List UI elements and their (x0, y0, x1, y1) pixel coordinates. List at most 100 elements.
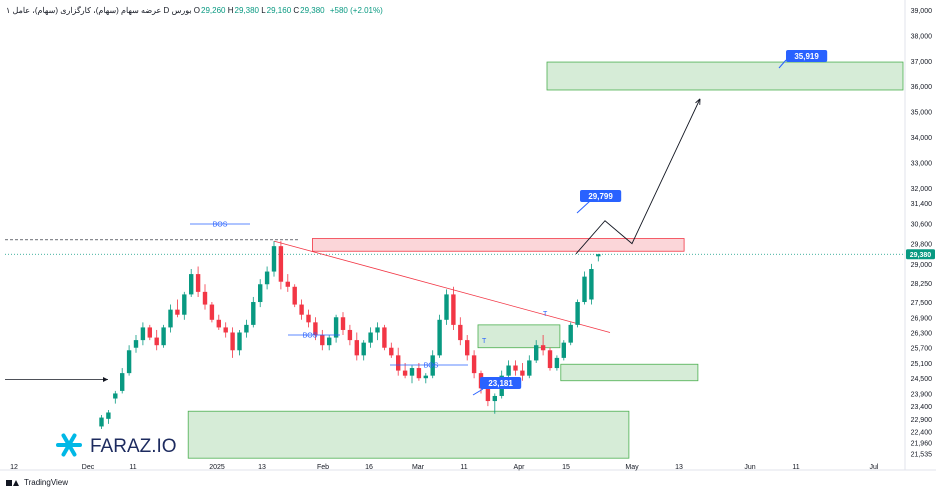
y-tick-label: 34,000 (911, 135, 933, 142)
candle-body (126, 350, 132, 374)
y-tick-label: 27,500 (911, 300, 933, 307)
y-tick-label: 37,000 (911, 59, 933, 66)
x-tick-label: Feb (317, 464, 329, 471)
open-label: O (193, 6, 201, 15)
y-tick-label: 23,900 (911, 391, 933, 398)
candle-body (361, 342, 366, 356)
candle-body (99, 417, 104, 427)
candle-body (306, 314, 311, 323)
candle-body (195, 274, 201, 292)
y-tick-label: 25,100 (911, 361, 933, 368)
candle-body (264, 271, 270, 285)
y-tick-label: 29,800 (911, 242, 933, 249)
candle-body (396, 355, 401, 371)
candle-body (258, 284, 263, 303)
candle-body (147, 327, 152, 338)
low-label-text: 23,181 (488, 379, 513, 388)
x-tick-label: 13 (258, 464, 266, 471)
candle-body (513, 365, 518, 371)
y-tick-label: 21,960 (911, 441, 933, 448)
candle-body (299, 304, 304, 315)
bos-label-3: BOS (424, 363, 439, 370)
candle-body (154, 337, 159, 346)
y-tick-label: 28,250 (911, 281, 933, 288)
high-value: 29,380 (234, 6, 259, 15)
candle-body (120, 373, 125, 391)
candle-body (347, 329, 353, 341)
y-tick-label: 26,900 (911, 315, 933, 322)
candle-body (534, 345, 539, 361)
candle-body (437, 319, 442, 356)
candle-body (471, 355, 477, 374)
candle-body (554, 357, 560, 369)
y-tick-label: 26,300 (911, 330, 933, 337)
demand-zone (560, 363, 699, 382)
y-tick-label: 24,500 (911, 376, 933, 383)
low-label: L (261, 6, 266, 15)
y-tick-label: 22,900 (911, 417, 933, 424)
low-label-pointer (472, 388, 484, 396)
candle-body (251, 302, 256, 325)
entry-arrow-head (103, 376, 108, 382)
bos-label-1: BOS (213, 222, 228, 229)
candle-body (168, 309, 173, 328)
interval[interactable]: D (163, 6, 170, 15)
last-price-text: 29,380 (910, 252, 932, 259)
target-label-badge (786, 50, 828, 62)
candle-body (368, 332, 373, 343)
candle-body (140, 327, 146, 341)
candle-body (313, 322, 318, 336)
candle-body (271, 246, 277, 272)
candle-body (278, 246, 284, 282)
candle-body (389, 347, 394, 356)
candle-body (223, 327, 228, 333)
bos-label-2: BOS (303, 333, 318, 340)
y-tick-label: 21,535 (911, 451, 933, 458)
logo-stroke (61, 433, 77, 457)
candle-body (237, 332, 242, 351)
y-tick-label: 22,400 (911, 430, 933, 437)
x-tick-label: Apr (514, 464, 526, 471)
candle-body (423, 375, 428, 379)
last-price-badge (906, 249, 935, 260)
y-tick-label: 36,000 (911, 84, 933, 91)
resistance-label-text: 29,799 (588, 192, 613, 201)
demand-zone (187, 410, 630, 459)
resistance-label-pointer (576, 200, 591, 214)
candle-body (382, 327, 387, 348)
candle-body (354, 340, 359, 356)
candle-body (582, 276, 587, 303)
candle-body (189, 274, 194, 295)
tradingview-logo-icon (6, 479, 20, 487)
candle-body (244, 324, 249, 333)
x-tick-label: May (625, 464, 639, 471)
candle-body (402, 370, 408, 376)
candle-body (285, 281, 290, 287)
candle-body (492, 395, 497, 402)
candle-body (540, 345, 546, 351)
x-tick-label: 15 (562, 464, 570, 471)
candle-body (327, 337, 332, 346)
candle-body (465, 340, 470, 356)
candle-body (596, 254, 601, 257)
tradingview-footer[interactable]: TradingView (6, 478, 68, 487)
x-tick-label: 16 (365, 464, 373, 471)
candle-body (202, 291, 208, 305)
symbol-name[interactable]: عرضه سهام (سهام)، کارگزاری (سهام)، عامل … (6, 6, 162, 15)
x-tick-label: Jul (870, 464, 879, 471)
candle-body (175, 309, 180, 315)
y-tick-label: 29,000 (911, 262, 933, 269)
x-tick-label: Mar (412, 464, 425, 471)
x-tick-label: 13 (675, 464, 683, 471)
candle-body (506, 365, 511, 376)
watermark-text: FARAZ.IO (90, 436, 177, 457)
y-tick-label: 23,400 (911, 404, 933, 411)
t-marker: T (482, 338, 487, 345)
demand-zone (546, 61, 904, 91)
candle-body (547, 350, 553, 369)
low-value: 29,160 (266, 6, 292, 15)
candle-body (320, 335, 325, 346)
change-value: +580 (+2.01%) (329, 6, 383, 15)
candle-body (416, 368, 422, 379)
